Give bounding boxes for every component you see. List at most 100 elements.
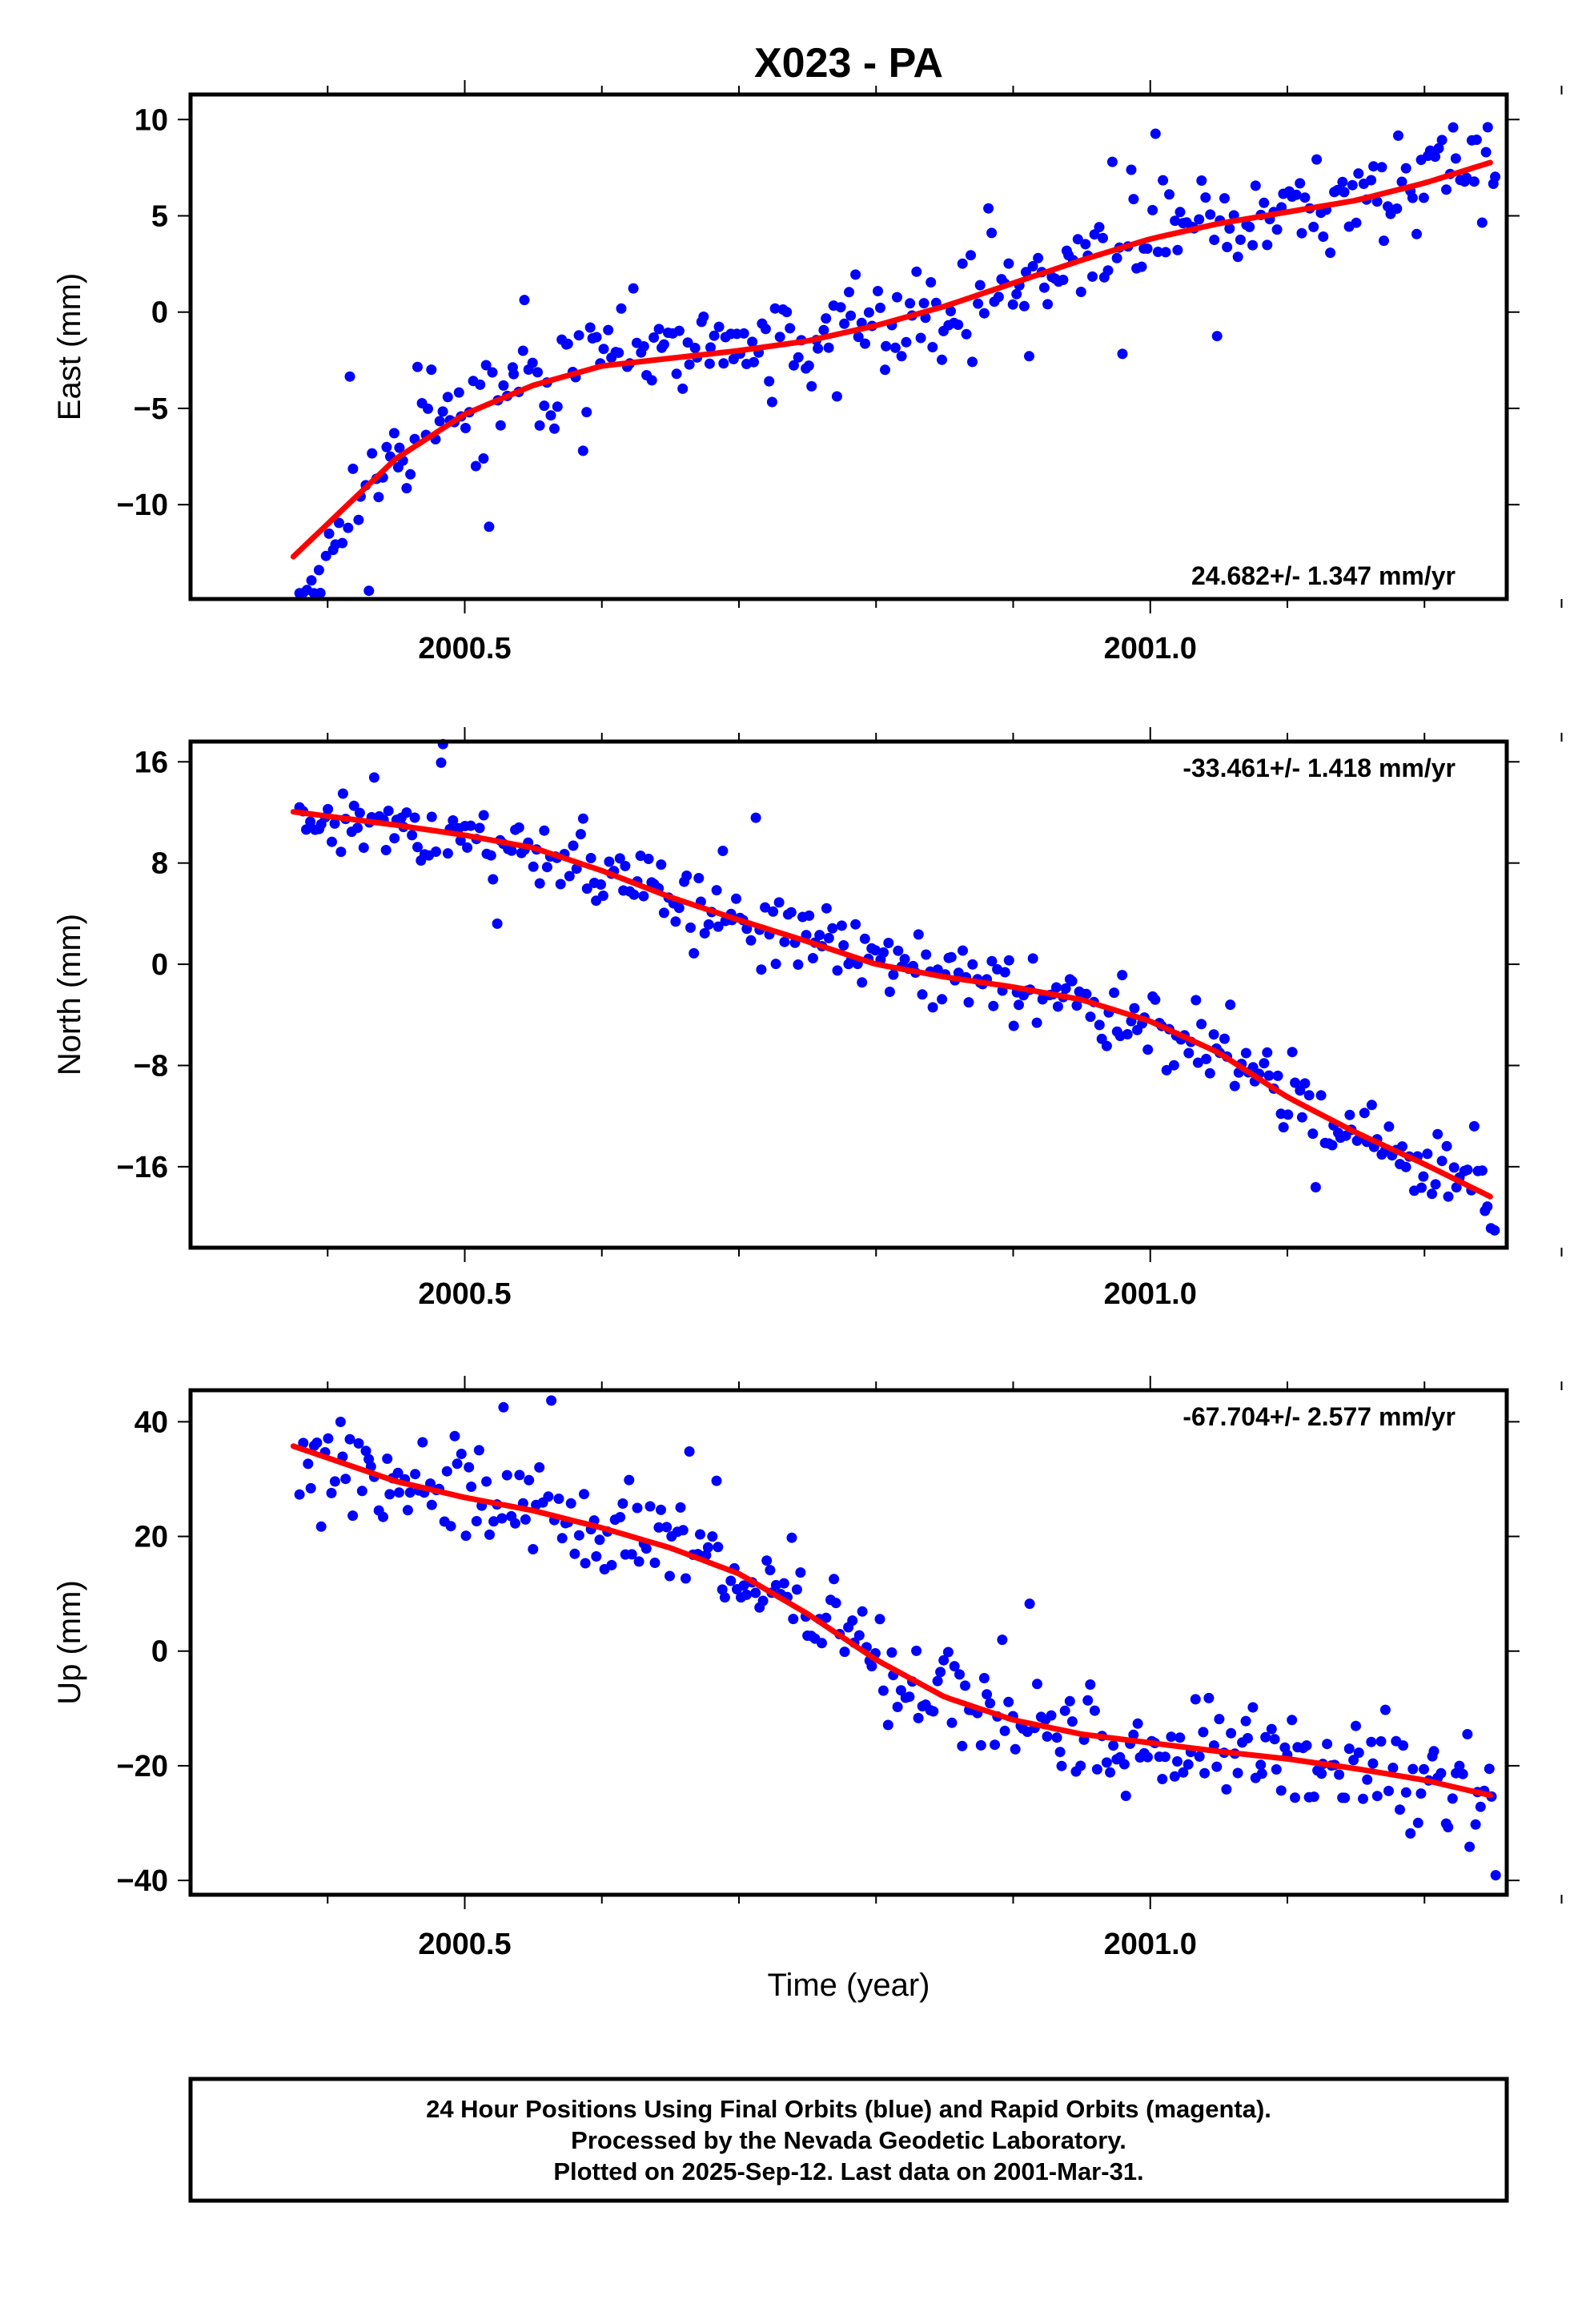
data-point [343, 522, 354, 533]
data-point [913, 1712, 924, 1723]
data-point [765, 1565, 776, 1576]
data-point [1428, 1746, 1439, 1757]
data-point [653, 1522, 665, 1533]
data-point [1244, 221, 1255, 232]
data-point [993, 292, 1004, 303]
data-point [1393, 130, 1403, 141]
data-point [788, 1614, 799, 1625]
footer-line-1: 24 Hour Positions Using Final Orbits (bl… [426, 2095, 1271, 2123]
data-point [1031, 1017, 1042, 1028]
data-point [1448, 1162, 1460, 1173]
data-point [1259, 1058, 1270, 1069]
data-point [1450, 153, 1461, 164]
data-point [911, 1645, 922, 1656]
data-point [539, 400, 550, 412]
data-point [863, 307, 874, 318]
data-point [1358, 1793, 1368, 1804]
data-point [718, 358, 729, 369]
data-point [901, 336, 912, 348]
data-point [565, 1498, 576, 1509]
data-point [315, 588, 326, 598]
data-point [1482, 122, 1493, 133]
data-point [1400, 1161, 1411, 1172]
data-point [982, 1689, 993, 1700]
data-point [431, 846, 441, 857]
data-point [866, 1661, 877, 1672]
data-point [1201, 1053, 1212, 1064]
data-point [616, 303, 627, 314]
data-point [1275, 1785, 1287, 1796]
data-point [1411, 228, 1422, 239]
data-point [1071, 1000, 1082, 1011]
data-point [946, 306, 956, 316]
data-point [367, 448, 378, 459]
data-point [1243, 1733, 1253, 1743]
data-point [1471, 135, 1482, 145]
data-point [738, 328, 749, 339]
data-point [1259, 197, 1270, 208]
data-point [1436, 135, 1447, 146]
data-point [1229, 1080, 1240, 1092]
data-point [831, 391, 842, 402]
data-point [1247, 1702, 1259, 1713]
data-point [389, 833, 400, 844]
east-points [294, 122, 1501, 599]
data-point [1178, 1767, 1189, 1778]
data-point [827, 923, 838, 934]
data-point [717, 846, 729, 856]
data-point [1168, 1059, 1179, 1071]
data-point [615, 1512, 626, 1522]
data-point [673, 903, 685, 914]
data-point [1052, 1001, 1063, 1012]
data-point [1391, 203, 1403, 214]
data-point [584, 322, 596, 333]
data-point [1117, 348, 1128, 360]
data-point [1271, 1764, 1282, 1775]
data-point [348, 800, 359, 811]
data-point [305, 1482, 316, 1494]
data-point [839, 1647, 850, 1658]
data-point [496, 1513, 508, 1524]
data-point [986, 955, 998, 967]
data-point [1454, 1760, 1465, 1771]
data-point [928, 1706, 939, 1717]
east-frame [188, 92, 1509, 601]
data-point [352, 822, 363, 834]
data-point [749, 356, 759, 368]
data-point [870, 945, 881, 956]
data-point [628, 283, 639, 294]
data-point [1240, 1715, 1251, 1727]
data-point [705, 342, 716, 353]
data-point [464, 1462, 475, 1473]
data-point [935, 1667, 946, 1678]
data-point [750, 812, 761, 823]
data-point [579, 1489, 589, 1500]
data-point [564, 870, 575, 882]
data-point [452, 1458, 463, 1470]
data-point [1308, 1791, 1319, 1803]
data-point [577, 445, 588, 456]
data-point [1205, 209, 1216, 220]
footer-line-3: Plotted on 2025-Sep-12. Last data on 200… [553, 2157, 1143, 2185]
y-tick-label: −8 [134, 1049, 168, 1083]
data-point [353, 1437, 364, 1449]
data-point [889, 342, 901, 353]
data-point [628, 889, 640, 900]
north-fit-line [290, 809, 1493, 1200]
data-point [591, 332, 602, 343]
data-point [973, 298, 984, 309]
data-point [1046, 1710, 1057, 1721]
data-point [306, 575, 317, 586]
data-point [983, 203, 994, 214]
data-point [575, 829, 586, 840]
data-point [791, 1584, 802, 1595]
up-axis-label: Up (mm) [52, 1580, 87, 1705]
data-point [1362, 1774, 1373, 1785]
data-point [954, 1669, 965, 1680]
data-point [471, 1516, 482, 1526]
data-point [442, 392, 453, 403]
data-point [388, 428, 400, 439]
data-point [1301, 1740, 1312, 1751]
data-point [1325, 247, 1336, 259]
